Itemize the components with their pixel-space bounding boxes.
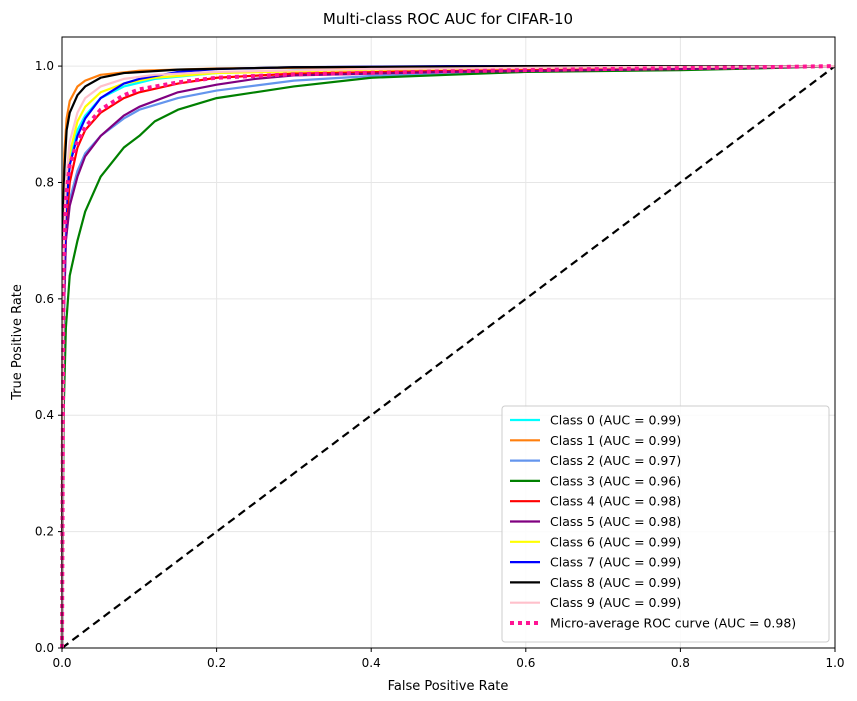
- legend-box: [501, 405, 830, 643]
- legend-label: Class 7 (AUC = 0.99): [550, 555, 681, 570]
- x-tick-label: 0.8: [671, 656, 690, 670]
- series-line-8: [60, 65, 835, 649]
- y-tick-label: 0.2: [35, 525, 54, 539]
- y-tick-label: 0.0: [35, 641, 54, 655]
- y-tick-label: 0.6: [35, 292, 54, 306]
- legend-label: Class 3 (AUC = 0.96): [550, 473, 681, 488]
- diagonal-line: [61, 65, 836, 649]
- y-axis-label: True Positive Rate: [10, 284, 25, 401]
- chart-title: Multi-class ROC AUC for CIFAR-10: [323, 10, 573, 28]
- legend-label: Class 2 (AUC = 0.97): [550, 453, 681, 468]
- y-tick-label: 1.0: [35, 59, 54, 73]
- legend-label: Class 0 (AUC = 0.99): [550, 413, 681, 428]
- x-tick-label: 0.6: [516, 656, 535, 670]
- legend-label: Class 6 (AUC = 0.99): [550, 534, 681, 549]
- diagonal-reference-line: [61, 65, 836, 649]
- legend-label: Class 4 (AUC = 0.98): [550, 494, 681, 509]
- series-lines: [60, 64, 836, 649]
- x-axis-label: False Positive Rate: [388, 679, 509, 694]
- axis-ticks: 0.0 0.2 0.4 0.6 0.8 1.0 0.0 0.2 0.4 0.6 0.8 1.0: [35, 59, 845, 670]
- legend-label: Class 5 (AUC = 0.98): [550, 514, 681, 529]
- legend: Class 0 (AUC = 0.99) Class 1 (AUC = 0.99)…: [501, 405, 830, 643]
- series-line-10: [60, 64, 836, 649]
- y-tick-label: 0.8: [35, 175, 54, 189]
- legend-label: Class 9 (AUC = 0.99): [550, 595, 681, 610]
- legend-label: Micro-average ROC curve (AUC = 0.98): [550, 616, 796, 631]
- legend-label: Class 8 (AUC = 0.99): [550, 575, 681, 590]
- legend-label: Class 1 (AUC = 0.99): [550, 433, 681, 448]
- x-tick-label: 0.4: [362, 656, 381, 670]
- plot-frame: [61, 36, 836, 649]
- x-tick-label: 1.0: [825, 656, 844, 670]
- series-line-3: [60, 65, 836, 649]
- x-tick-label: 0.0: [52, 656, 71, 670]
- x-tick-label: 0.2: [207, 656, 226, 670]
- y-tick-label: 0.4: [35, 408, 54, 422]
